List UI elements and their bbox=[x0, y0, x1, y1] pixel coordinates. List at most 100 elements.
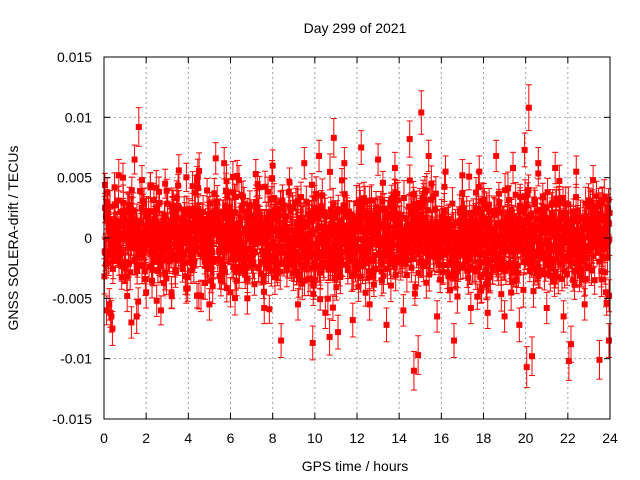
data-point bbox=[248, 223, 255, 230]
data-point bbox=[222, 215, 229, 222]
data-point bbox=[350, 271, 357, 278]
data-point bbox=[423, 187, 430, 194]
data-point bbox=[154, 253, 161, 260]
data-point bbox=[149, 266, 156, 273]
data-point bbox=[354, 244, 361, 251]
data-point bbox=[210, 258, 217, 265]
data-point bbox=[420, 263, 427, 270]
data-point bbox=[294, 268, 301, 275]
data-point bbox=[425, 258, 432, 265]
data-point bbox=[268, 267, 275, 274]
data-point bbox=[332, 215, 339, 222]
data-point bbox=[298, 261, 305, 268]
data-point bbox=[333, 284, 340, 291]
data-point bbox=[391, 262, 398, 269]
data-point bbox=[403, 272, 410, 279]
data-series bbox=[101, 84, 613, 391]
data-point bbox=[134, 255, 141, 262]
data-point bbox=[225, 230, 232, 237]
data-point bbox=[369, 257, 376, 264]
data-point bbox=[230, 234, 237, 241]
data-point bbox=[392, 213, 399, 220]
data-point bbox=[149, 277, 156, 284]
data-point bbox=[103, 254, 110, 261]
data-point bbox=[411, 239, 418, 246]
data-point bbox=[156, 199, 163, 206]
data-point bbox=[279, 197, 286, 204]
data-point bbox=[424, 207, 431, 214]
data-point bbox=[232, 244, 239, 251]
data-point bbox=[422, 215, 429, 222]
data-point bbox=[334, 264, 341, 271]
data-point bbox=[325, 252, 332, 259]
data-point bbox=[209, 249, 216, 256]
data-point bbox=[160, 254, 167, 261]
data-point bbox=[229, 174, 236, 181]
data-point bbox=[146, 240, 153, 247]
data-point bbox=[237, 229, 244, 236]
data-point bbox=[221, 269, 228, 276]
data-point bbox=[132, 235, 139, 242]
data-point bbox=[254, 239, 261, 246]
data-point bbox=[268, 221, 275, 228]
data-point bbox=[224, 193, 231, 200]
data-point bbox=[379, 179, 386, 186]
data-point bbox=[376, 250, 383, 257]
data-point bbox=[330, 224, 337, 231]
data-point bbox=[295, 241, 302, 248]
data-point bbox=[283, 213, 290, 220]
data-point bbox=[245, 218, 252, 225]
data-point bbox=[127, 269, 134, 276]
data-point bbox=[126, 202, 133, 209]
data-point bbox=[310, 282, 317, 289]
data-point bbox=[295, 276, 302, 283]
data-point bbox=[173, 252, 180, 259]
data-point bbox=[387, 261, 394, 268]
data-point bbox=[189, 212, 196, 219]
data-point bbox=[187, 228, 194, 235]
data-point bbox=[229, 228, 236, 235]
data-point bbox=[226, 209, 233, 216]
data-point bbox=[311, 195, 318, 202]
data-point bbox=[429, 194, 436, 201]
data-point bbox=[359, 247, 366, 254]
data-point bbox=[308, 181, 315, 188]
data-point bbox=[322, 212, 329, 219]
data-point bbox=[331, 275, 338, 282]
data-point bbox=[290, 204, 297, 211]
data-point bbox=[205, 257, 212, 264]
data-point bbox=[142, 276, 149, 283]
data-point bbox=[150, 223, 157, 230]
data-point bbox=[357, 235, 364, 242]
data-point bbox=[254, 180, 261, 187]
data-point bbox=[186, 206, 193, 213]
data-point bbox=[164, 200, 171, 207]
data-point bbox=[231, 210, 238, 217]
data-point bbox=[211, 230, 218, 237]
data-point bbox=[370, 281, 377, 288]
data-point bbox=[366, 274, 373, 281]
data-point bbox=[205, 211, 212, 218]
data-point bbox=[140, 229, 147, 236]
data-point bbox=[413, 249, 420, 256]
data-point bbox=[208, 277, 215, 284]
data-point bbox=[223, 285, 230, 292]
data-point bbox=[236, 263, 243, 270]
data-point bbox=[301, 223, 308, 230]
data-point bbox=[148, 263, 155, 270]
data-point bbox=[229, 256, 236, 263]
data-point bbox=[320, 263, 327, 270]
data-point bbox=[192, 239, 199, 246]
data-point bbox=[264, 246, 271, 253]
data-point bbox=[325, 266, 332, 273]
data-point bbox=[275, 218, 282, 225]
data-point bbox=[163, 187, 170, 194]
data-point bbox=[362, 289, 369, 296]
data-point bbox=[271, 274, 278, 281]
data-point bbox=[354, 215, 361, 222]
data-point bbox=[232, 295, 239, 302]
data-point bbox=[183, 174, 190, 181]
data-point bbox=[406, 203, 413, 210]
data-point bbox=[150, 197, 157, 204]
data-point bbox=[410, 191, 417, 198]
